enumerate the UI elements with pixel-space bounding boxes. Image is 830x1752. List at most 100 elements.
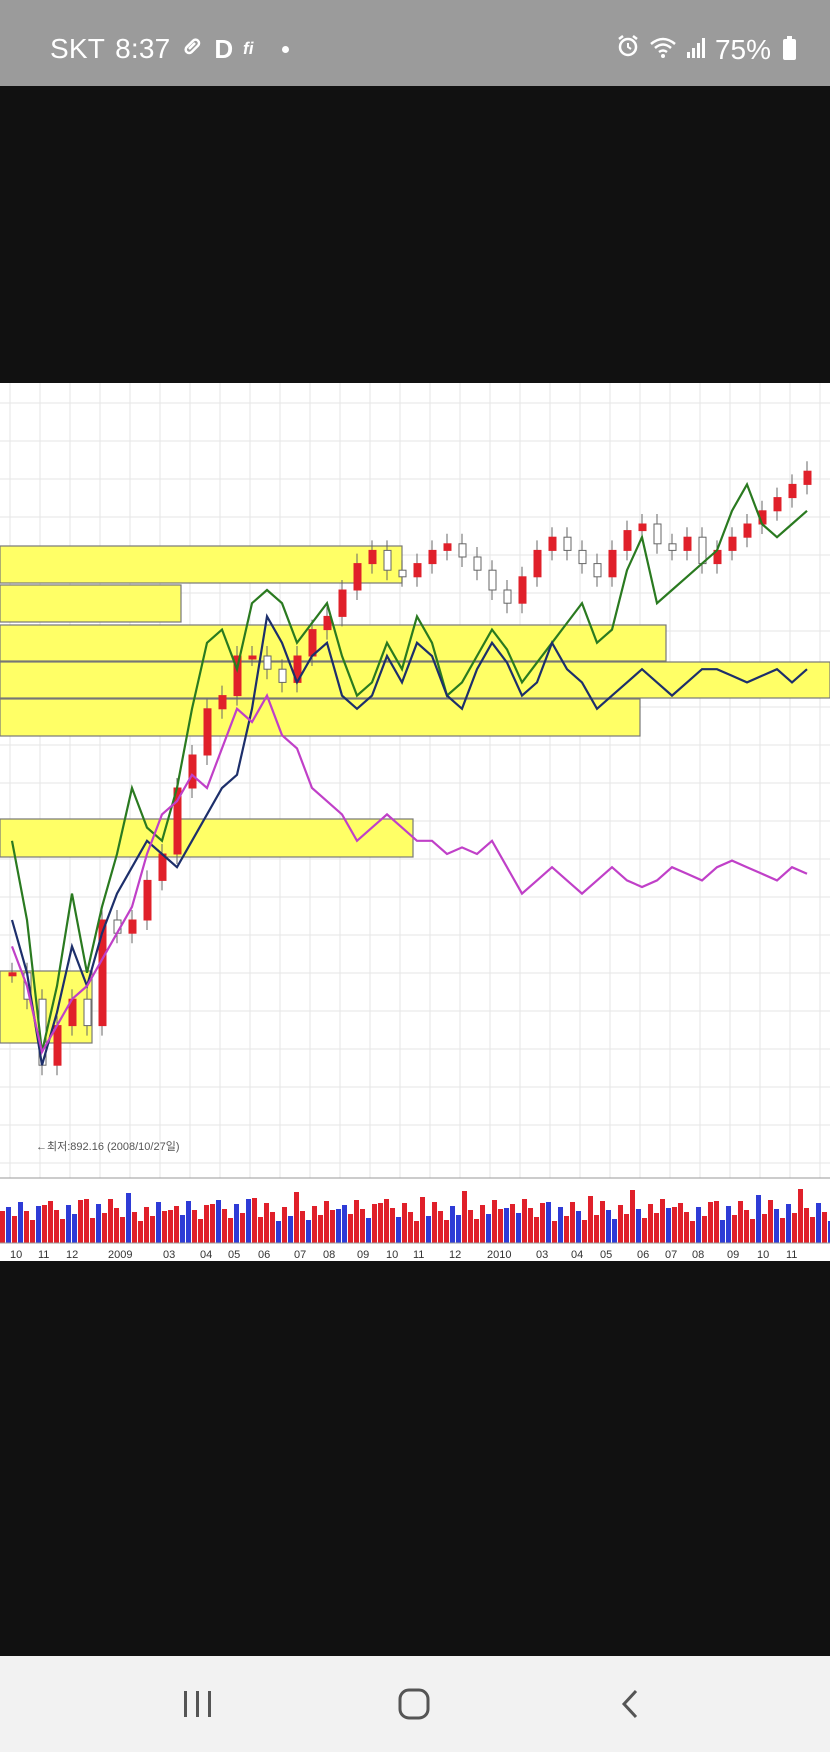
home-icon[interactable] [384, 1678, 444, 1730]
volume-bar [108, 1199, 113, 1243]
volume-bar [348, 1214, 353, 1243]
volume-bar [780, 1218, 785, 1243]
volume-bar [78, 1200, 83, 1243]
x-tick-label: 03 [536, 1249, 548, 1261]
volume-bar [492, 1200, 497, 1243]
volume-bar [420, 1197, 425, 1243]
volume-bar [762, 1214, 767, 1243]
x-tick-label: 06 [258, 1249, 270, 1261]
back-icon[interactable] [600, 1678, 660, 1730]
volume-bar [534, 1217, 539, 1243]
candle [263, 655, 272, 670]
x-tick-label: 04 [200, 1249, 212, 1261]
volume-bar [402, 1203, 407, 1243]
candle [578, 549, 587, 565]
volume-bar [228, 1218, 233, 1243]
volume-bar [276, 1221, 281, 1243]
volume-bar [258, 1217, 263, 1243]
volume-bar [366, 1218, 371, 1243]
candle [443, 543, 452, 551]
candle [248, 655, 257, 660]
volume-bar [60, 1219, 65, 1243]
volume-bar [474, 1219, 479, 1243]
volume-bar [690, 1221, 695, 1243]
volume-bar [24, 1211, 29, 1243]
volume-bar [150, 1216, 155, 1243]
stock-chart: ←최저:892.16 (2008/10/27일) 10 11 12 2009 03 04 0… [0, 383, 830, 1261]
candle [728, 536, 737, 551]
candle [338, 589, 347, 617]
clock-label: 8:37 [115, 33, 171, 64]
volume-bar [0, 1211, 5, 1243]
candle [668, 543, 677, 551]
volume-bar [654, 1213, 659, 1243]
volume-bar [36, 1206, 41, 1243]
volume-bar [618, 1205, 623, 1243]
volume-bar [636, 1209, 641, 1243]
x-tick-label: 08 [323, 1249, 335, 1261]
indicator-line [10, 481, 808, 1053]
x-tick-label: 11 [786, 1249, 797, 1261]
candle [638, 523, 647, 532]
x-tick-label: 10 [386, 1249, 398, 1261]
candle [218, 695, 227, 710]
status-left: SKT 8:37 D fi [50, 33, 290, 65]
x-tick-label: 07 [665, 1249, 677, 1261]
candle [593, 563, 602, 578]
volume-bar [630, 1190, 635, 1243]
candle [368, 549, 377, 565]
candle [683, 536, 692, 551]
volume-bar [174, 1206, 179, 1243]
x-tick-label: 05 [600, 1249, 612, 1261]
volume-bar [678, 1203, 683, 1243]
volume-bar [270, 1212, 275, 1243]
volume-bar [516, 1213, 521, 1243]
candle [188, 754, 197, 789]
volume-bar [30, 1220, 35, 1243]
volume-bar [210, 1204, 215, 1243]
x-tick-label: 04 [571, 1249, 583, 1261]
volume-bar [120, 1217, 125, 1243]
volume-bar [66, 1205, 71, 1243]
volume-bar [546, 1202, 551, 1243]
volume-bar [804, 1208, 809, 1243]
volume-bar [606, 1210, 611, 1243]
candle [503, 589, 512, 604]
volume-bar [336, 1209, 341, 1243]
volume-bar [708, 1202, 713, 1243]
volume-bar [222, 1209, 227, 1243]
recent-apps-icon[interactable] [168, 1678, 228, 1730]
candle [623, 530, 632, 551]
x-tick-label: 08 [692, 1249, 704, 1261]
link-icon [180, 33, 204, 65]
volume-bar [588, 1196, 593, 1243]
volume-bar [738, 1201, 743, 1243]
candle [8, 972, 17, 977]
x-tick-label: 07 [294, 1249, 306, 1261]
volume-bar [132, 1212, 137, 1243]
volume-bar [756, 1195, 761, 1243]
volume-bar [504, 1208, 509, 1243]
status-bar: SKT 8:37 D fi 75% [0, 0, 830, 86]
volume-bar [570, 1202, 575, 1243]
volume-bar [204, 1205, 209, 1243]
x-tick-label: 12 [449, 1249, 461, 1261]
highlight-band [0, 661, 830, 699]
volume-bar [330, 1210, 335, 1243]
volume-bar [564, 1216, 569, 1243]
highlight-band [0, 545, 403, 584]
highlight-bands [0, 545, 830, 1044]
x-tick-label: 06 [637, 1249, 649, 1261]
volume-bar [528, 1208, 533, 1243]
volume-bar [96, 1204, 101, 1243]
volume-bar [18, 1202, 23, 1243]
volume-bar [306, 1220, 311, 1243]
volume-bar [42, 1205, 47, 1243]
volume-bar [54, 1210, 59, 1243]
volume-bar [90, 1218, 95, 1243]
fi-icon: fi [241, 39, 256, 58]
volume-bar [702, 1216, 707, 1243]
volume-bar [432, 1202, 437, 1243]
volume-bar [234, 1204, 239, 1243]
volume-bar [558, 1207, 563, 1243]
